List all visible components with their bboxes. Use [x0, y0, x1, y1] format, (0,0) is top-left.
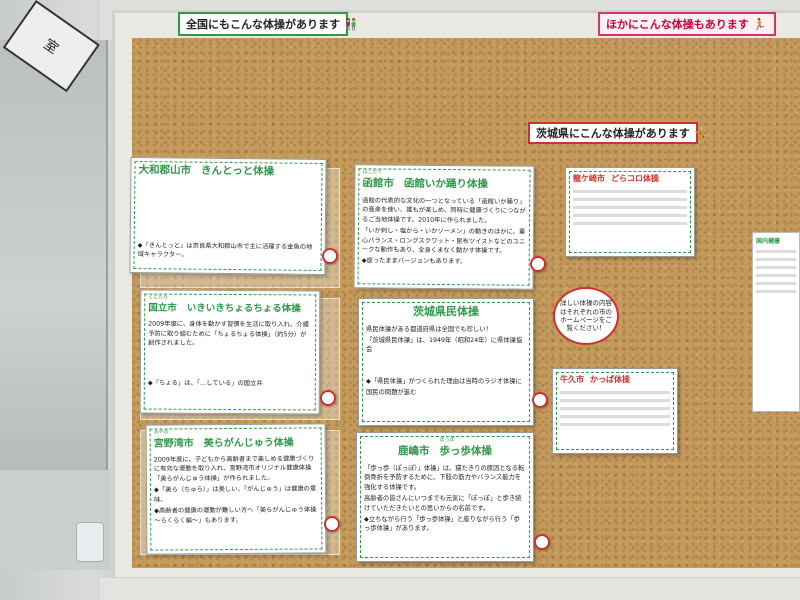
city-name: みやの 宮野湾市 — [153, 429, 194, 451]
text-line — [560, 391, 670, 394]
city-name-text: 宮野湾市 — [153, 438, 194, 450]
card-title: みやの 宮野湾市 美らがんじゅう体操 — [153, 429, 318, 451]
card-line: 2009年度に、子どもから高齢者まで楽しめる健康づくりに有効な運動を取り入れ、宮… — [153, 455, 315, 483]
city-name: 牛久市 — [560, 375, 584, 384]
card-line: ◆高齢者の健康の運動が難しい方へ「美らがんじゅう体操～らくらく編～」もあります。 — [154, 506, 317, 525]
exercise-name-text: 歩っ歩体操 — [439, 445, 493, 457]
card-line: ◆「美ら（ちゅら）」は美しい、「がんじゅう」は健康の意味。 — [153, 485, 317, 504]
city-ruby: くにたち — [148, 294, 169, 301]
side-sheet-title: 国内健康 — [756, 238, 781, 245]
card-line: 「歩っ歩（ぽっぽ）」体操」は、寝たきりの原因となる転倒骨折を予防するために、下肢… — [364, 464, 525, 491]
card-title: 牛久市 かっぱ体操 — [560, 374, 670, 386]
illegible-body — [148, 350, 312, 379]
text-line — [573, 190, 687, 193]
pushpin-icon — [324, 516, 340, 532]
card-title: 大和郡山市 きんとっと体操 — [138, 163, 318, 181]
exercise-name: きんとっと体操 — [200, 164, 275, 178]
card-title: くにたち 国立市 いきいきちょるちょる体操 — [148, 295, 312, 317]
info-bubble-text: 詳しい体操の内容はそれぞれの市のホームページをご覧ください！ — [560, 299, 612, 333]
text-line — [756, 250, 796, 253]
exercise-figures-icon: 👫 — [344, 17, 358, 31]
city-name: 龍ケ崎市 — [573, 174, 605, 183]
exercise-name: 美らがんじゅう体操 — [203, 437, 294, 450]
header-ibaraki: 茨城県にこんな体操があります 🤸 — [528, 122, 707, 144]
text-line — [756, 282, 796, 285]
exercise-name: どらコロ体操 — [611, 174, 659, 183]
city-name: はこだて 函館市 — [362, 169, 394, 192]
pushpin-icon — [532, 392, 548, 408]
pushpin-icon — [322, 248, 338, 264]
exercise-name: かっぱ体操 — [590, 375, 630, 384]
city-name-text: 国立市 — [148, 302, 177, 314]
header-national: 全国にもこんな体操があります 👫 — [178, 12, 358, 36]
text-line — [560, 423, 670, 426]
card-hakodate: はこだて 函館市 函館いか踊り体操 函館の代表的な文化の一つとなっている「函館い… — [353, 164, 535, 290]
card-title: 鹿嶋市 ぽっぽ 歩っ歩体操 — [364, 437, 526, 460]
card-line: ◆「県民体操」がつくられた理由は当時のラジオ体操に — [366, 377, 522, 385]
text-line — [573, 198, 687, 201]
text-line — [573, 214, 687, 217]
card-line: 2009年度に、身体を動かす習慣を生活に取り入れ、介護予防に取り組むために「ちょ… — [148, 320, 309, 347]
text-line — [560, 407, 670, 410]
info-bubble: 詳しい体操の内容はそれぞれの市のホームページをご覧ください！ — [553, 287, 619, 345]
text-line — [560, 415, 670, 418]
card-ryugasaki: 龍ケ崎市 どらコロ体操 — [565, 167, 695, 257]
header-others: ほかにこんな体操もあります 🏃 — [598, 12, 776, 36]
exercise-name: ぽっぽ 歩っ歩体操 — [439, 437, 493, 460]
card-line: 函館の代表的な文化の一つとなっている「函館いか踊り」の音楽を使い、誰もが楽しめ、… — [362, 197, 526, 225]
city-name: 大和郡山市 — [138, 164, 192, 177]
text-line — [756, 266, 796, 269]
card-line: 「茨城県民体操」は、1949年（昭和24年）に県体操協会 — [366, 336, 523, 354]
text-line — [573, 206, 687, 209]
header-others-text: ほかにこんな体操もあります — [606, 18, 749, 31]
city-name: くにたち 国立市 — [148, 295, 177, 316]
exercise-figures-icon: 🏃 — [752, 17, 767, 31]
exercise-name: 茨城県民体操 — [413, 305, 479, 318]
card-title: はこだて 函館市 函館いか踊り体操 — [362, 169, 526, 193]
pushpin-icon — [530, 256, 546, 272]
card-line: ◆座ったままバージョンもあります。 — [361, 257, 467, 266]
header-national-text: 全国にもこんな体操があります — [186, 18, 340, 31]
card-line: 「いか刺し・塩から・いかソーメン」の動きのほかに、重心バランス・ロングスクワット… — [361, 227, 526, 255]
city-name-text: 函館市 — [362, 177, 394, 190]
illegible-body — [366, 357, 526, 377]
card-kashima: 鹿嶋市 ぽっぽ 歩っ歩体操 「歩っ歩（ぽっぽ）」体操」は、寝たきりの原因となる転… — [356, 432, 534, 562]
exercise-ruby: ぽっぽ — [439, 437, 455, 443]
city-name: 鹿嶋市 — [398, 445, 430, 457]
card-line: 県民体操がある都道府県は全国でも珍しい！ — [366, 325, 492, 333]
text-line — [756, 258, 796, 261]
side-sheet: 国内健康 — [752, 232, 800, 412]
card-line: ◆「きんとっと」は奈良県大和郡山市で主に活躍する金魚の地域キャラクター。 — [137, 241, 313, 259]
card-kunitachi: くにたち 国立市 いきいきちょるちょる体操 2009年度に、身体を動かす習慣を生… — [139, 289, 321, 415]
card-ushiku: 牛久市 かっぱ体操 — [552, 368, 678, 454]
card-ibaraki: 茨城県民体操 県民体操がある都道府県は全国でも珍しい！ 「茨城県民体操」は、19… — [358, 298, 534, 426]
exercise-figures-icon: 🤸 — [693, 126, 708, 140]
city-ruby: はこだて — [362, 169, 383, 176]
card-title: 茨城県民体操 — [366, 304, 526, 321]
header-ibaraki-text: 茨城県にこんな体操があります — [536, 127, 690, 140]
card-line: ◆「ちょる」は、「…している」の国立弁 — [147, 379, 263, 387]
card-yamato-koriyama: 大和郡山市 きんとっと体操 ◆「きんとっと」は奈良県大和郡山市で主に活躍する金魚… — [129, 156, 327, 276]
text-line — [573, 222, 687, 225]
illegible-body — [138, 183, 319, 243]
text-line — [560, 399, 670, 402]
text-line — [756, 290, 796, 293]
card-line: 高齢者の皆さんにいつまでも元気に「ぽっぽ」と歩き続けていただきたいとの思いからの… — [364, 495, 522, 512]
card-miyano: みやの 宮野湾市 美らがんじゅう体操 2009年度に、子どもから高齢者まで楽しめ… — [145, 423, 327, 555]
floor-trim — [100, 578, 800, 600]
exercise-name: 函館いか踊り体操 — [403, 177, 488, 191]
city-ruby: みやの — [153, 429, 169, 436]
pushpin-icon — [320, 390, 336, 406]
card-title: 龍ケ崎市 どらコロ体操 — [573, 173, 687, 185]
card-line: ◆立ちながら行う「歩っ歩体操」と座りながら行う「歩っ歩体操」があります。 — [364, 515, 520, 533]
exercise-name: いきいきちょるちょる体操 — [186, 302, 301, 315]
text-line — [756, 274, 796, 277]
card-line: 国民の問題が進む — [366, 389, 417, 397]
cup — [76, 522, 104, 562]
pushpin-icon — [534, 534, 550, 550]
